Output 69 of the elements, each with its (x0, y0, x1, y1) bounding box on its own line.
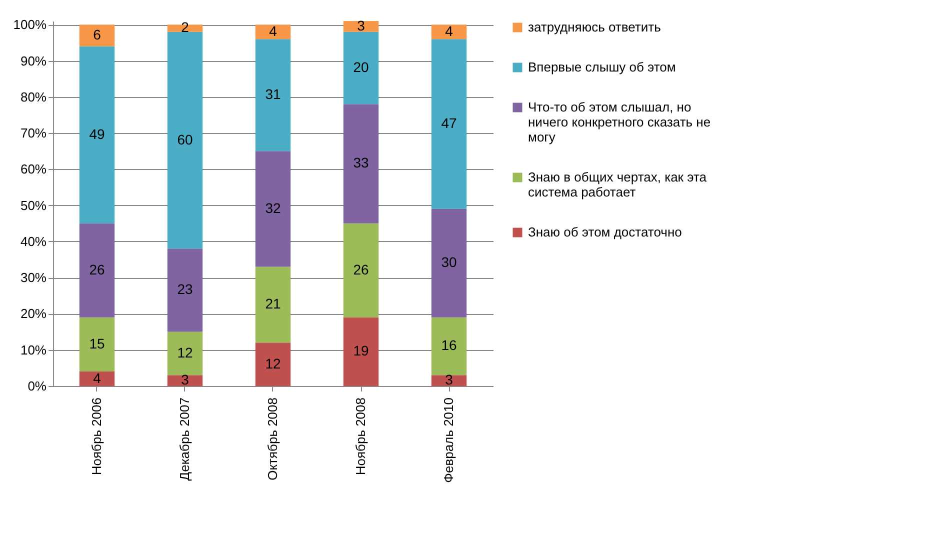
y-tick-label: 70% (20, 126, 47, 141)
y-tick-label: 30% (20, 270, 47, 286)
x-tick-label: Октябрь 2008 (265, 398, 280, 480)
bar (167, 375, 203, 386)
data-label: 32 (265, 200, 281, 216)
data-label: 3 (181, 372, 190, 388)
legend-label: затрудняюсь ответить (528, 20, 662, 34)
x-tick-label: Ноябрь 2008 (353, 398, 368, 476)
data-label: 4 (445, 22, 454, 39)
y-tick-label: 80% (20, 89, 47, 104)
y-tick-label: 50% (20, 198, 47, 213)
data-label: 47 (441, 114, 457, 131)
data-label: 26 (89, 261, 105, 278)
legend-label: Знаю об этом достаточно (528, 224, 682, 240)
bar (431, 24, 467, 40)
x-tick-label: Декабрь 2007 (177, 398, 192, 481)
bar (431, 39, 467, 209)
legend-label: Впервые слышу об этом (528, 60, 676, 74)
bar (167, 332, 203, 376)
y-tick-label: 10% (20, 342, 47, 358)
bar (167, 32, 203, 249)
data-label: 12 (265, 355, 281, 372)
bar (343, 32, 379, 104)
data-label: 6 (93, 26, 102, 42)
y-tick-label: 20% (20, 306, 47, 322)
data-label: 3 (357, 17, 366, 34)
y-tick-label: 60% (20, 162, 47, 177)
bar (79, 223, 115, 318)
y-tick-label: 100% (13, 17, 47, 32)
bar (343, 317, 379, 386)
data-label: 26 (353, 261, 369, 278)
bar (79, 46, 115, 224)
bar (343, 223, 379, 318)
data-label: 12 (177, 344, 193, 360)
legend-label: Знаю в общих чертах, как эта система работает (528, 170, 708, 200)
data-label: 16 (441, 337, 457, 354)
bar (255, 151, 291, 267)
x-tick-label: Февраль 2010 (441, 398, 456, 483)
data-label: 31 (265, 86, 281, 102)
bar (255, 342, 291, 386)
bar (431, 208, 467, 318)
bar (255, 266, 291, 343)
data-label: 21 (265, 296, 281, 312)
data-label: 20 (353, 58, 369, 75)
data-label: 15 (89, 335, 105, 352)
bar (431, 375, 467, 386)
bar (431, 317, 467, 376)
data-label: 49 (89, 126, 105, 142)
bar (79, 317, 115, 372)
data-label: 23 (177, 281, 193, 298)
bar (343, 21, 379, 32)
data-label: 33 (353, 154, 369, 171)
data-label: 4 (269, 22, 278, 39)
y-tick-label: 0% (28, 378, 47, 394)
data-label: 60 (177, 131, 193, 148)
bar (255, 24, 291, 40)
data-label: 19 (353, 342, 369, 359)
y-tick-label: 40% (20, 234, 47, 249)
bar (79, 24, 115, 46)
data-label: 4 (93, 370, 102, 386)
data-label: 3 (445, 372, 454, 388)
data-label: 30 (441, 254, 457, 270)
legend-label: Что-то об этом слышал, но ничего конкретного сказать не могу (528, 100, 711, 144)
bar (79, 372, 115, 386)
bar (167, 248, 203, 332)
y-tick-label: 90% (20, 53, 47, 68)
bar (343, 104, 379, 224)
bar (255, 39, 291, 152)
x-tick-label: Ноябрь 2006 (89, 398, 104, 476)
